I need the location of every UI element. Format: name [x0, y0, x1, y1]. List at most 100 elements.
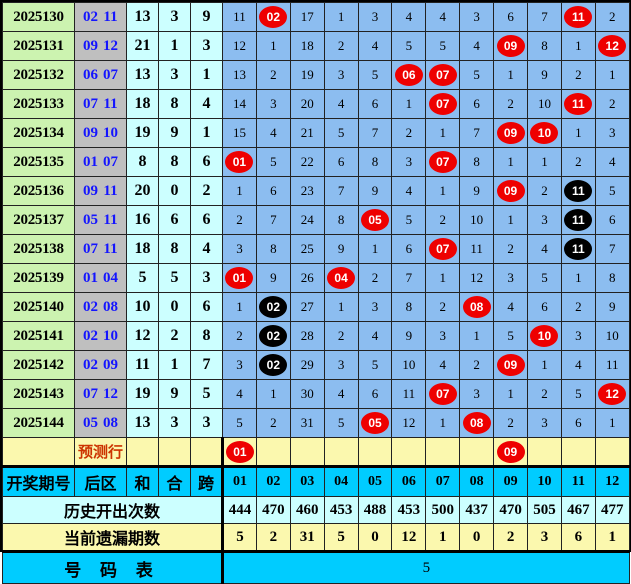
- number-cell-12: 11: [594, 350, 630, 380]
- table-row: 2025138 07 11 18 8 4 3 8 25 9 1 6 07 11 2 4 11 7: [2, 234, 630, 264]
- issue-number: 2025133: [2, 89, 75, 119]
- missing-count-label: 当前遗漏期数: [2, 523, 223, 552]
- back-zone-n1: 05: [83, 414, 98, 431]
- number-cell-8: 1: [459, 321, 495, 351]
- number-cell-1: 11: [222, 2, 257, 32]
- missing-count-9: 2: [493, 523, 529, 552]
- number-cell-10: 10: [527, 89, 562, 119]
- history-count-9: 470: [493, 496, 529, 524]
- number-table-value: 5: [221, 550, 630, 584]
- header-number-5: 05: [357, 465, 393, 497]
- sum-kua: 4: [190, 89, 223, 119]
- number-cell-4: 4: [323, 89, 359, 119]
- missing-count-2: 2: [255, 523, 291, 552]
- sum-kua: 3: [190, 31, 223, 61]
- table-row: 2025131 09 12 21 1 3 12 1 18 2 4 5 5 4 09 8 1 12: [2, 31, 630, 61]
- number-cell-11: 3: [560, 321, 596, 351]
- sum-he: 12: [126, 321, 159, 351]
- sum-kua: 3: [190, 408, 223, 438]
- ball-marker-red: 09: [496, 180, 525, 202]
- sum-he: 18: [126, 234, 159, 264]
- issue-number: 2025138: [2, 234, 75, 264]
- number-cell-9: 1: [493, 205, 529, 235]
- history-count-7: 500: [425, 496, 461, 524]
- history-count-11: 467: [560, 496, 596, 524]
- number-cell-6: 5: [391, 205, 427, 235]
- back-zone-n2: 12: [103, 385, 118, 402]
- back-zone-n2: 10: [103, 327, 118, 344]
- sum-he: 21: [126, 31, 159, 61]
- number-cell-11: 2: [560, 60, 596, 90]
- back-zone-n2: 11: [103, 8, 118, 25]
- table-row: 2025143 07 12 19 9 5 4 1 30 4 6 11 07 3 1 2 5 12: [2, 379, 630, 409]
- number-cell-8: 3: [459, 2, 495, 32]
- number-cell-4: 5: [323, 408, 359, 438]
- ball-marker-red: 07: [428, 64, 457, 86]
- number-cell-8: 7: [459, 118, 495, 148]
- number-cell-1: 15: [222, 118, 257, 148]
- number-cell-8: 9: [459, 176, 495, 206]
- ball-marker-black: 02: [259, 354, 288, 376]
- number-cell-1: 2: [222, 321, 257, 351]
- table-row: 2025135 01 07 8 8 6 01 5 22 6 8 3 07 8 1 1 2 4: [2, 147, 630, 177]
- sum-he: 16: [126, 205, 159, 235]
- header-kua: 跨: [190, 465, 223, 497]
- issue-number: 2025143: [2, 379, 75, 409]
- number-cell-8: 8: [459, 147, 495, 177]
- number-cell-11: 1: [560, 31, 596, 61]
- number-cell-7: 1: [425, 263, 461, 293]
- back-zone-numbers: 09 10: [74, 118, 127, 148]
- number-cell-5: 3: [357, 292, 393, 322]
- number-cell-1: 13: [222, 60, 257, 90]
- back-zone-n2: 11: [103, 240, 118, 257]
- number-cell-4: 1: [323, 292, 359, 322]
- ball-marker-red: 06: [394, 64, 423, 86]
- number-cell-5: 5: [357, 350, 393, 380]
- sum-he: 13: [126, 408, 159, 438]
- ball-marker-black: 02: [259, 325, 288, 347]
- number-cell-8: 3: [459, 379, 495, 409]
- number-cell-3: 20: [289, 89, 325, 119]
- number-cell-9: 6: [493, 2, 529, 32]
- ball-marker-red: 01: [225, 440, 254, 463]
- table-row: 2025136 09 11 20 0 2 1 6 23 7 9 4 1 9 09 2 11 5: [2, 176, 630, 206]
- number-cell-4: 3: [323, 350, 359, 380]
- number-cell-11: 1: [560, 118, 596, 148]
- issue-number: 2025142: [2, 350, 75, 380]
- number-cell-3: 22: [289, 147, 325, 177]
- number-cell-2: 2: [255, 408, 291, 438]
- header-number-8: 08: [459, 465, 495, 497]
- number-cell-11: 6: [560, 408, 596, 438]
- issue-number: 2025136: [2, 176, 75, 206]
- back-zone-numbers: 07 11: [74, 89, 127, 119]
- missing-count-11: 6: [560, 523, 596, 552]
- number-cell-3: 24: [289, 205, 325, 235]
- issue-number: 2025141: [2, 321, 75, 351]
- number-cell-7: 4: [425, 2, 461, 32]
- back-zone-numbers: 01 07: [74, 147, 127, 177]
- number-cell-4: 4: [323, 379, 359, 409]
- predict-cell-1: 01: [221, 437, 257, 467]
- predict-cell-9: 09: [493, 437, 529, 467]
- history-count-row: 历史开出次数 444 470 460 453 488 453 500 437 470 505 467 4…: [2, 496, 630, 524]
- header-he: 和: [126, 465, 159, 497]
- sum-hz: 0: [158, 292, 191, 322]
- number-cell-12: 7: [594, 234, 630, 264]
- issue-number: 2025144: [2, 408, 75, 438]
- back-zone-n1: 07: [83, 240, 98, 257]
- number-cell-5: 8: [357, 147, 393, 177]
- sum-he: 18: [126, 89, 159, 119]
- ball-marker-red: 07: [428, 238, 457, 260]
- number-cell-10: 8: [527, 31, 562, 61]
- issue-number: 2025132: [2, 60, 75, 90]
- ball-marker-red: 09: [496, 35, 525, 57]
- ball-marker-red: 09: [496, 440, 525, 463]
- number-cell-7: 1: [425, 176, 461, 206]
- number-cell-6: 4: [391, 176, 427, 206]
- ball-marker-red: 09: [496, 354, 525, 376]
- sum-he: 13: [126, 60, 159, 90]
- back-zone-numbers: 02 11: [74, 2, 127, 32]
- number-cell-8: 5: [459, 60, 495, 90]
- number-cell-7: 2: [425, 292, 461, 322]
- number-cell-9: 09: [493, 176, 529, 206]
